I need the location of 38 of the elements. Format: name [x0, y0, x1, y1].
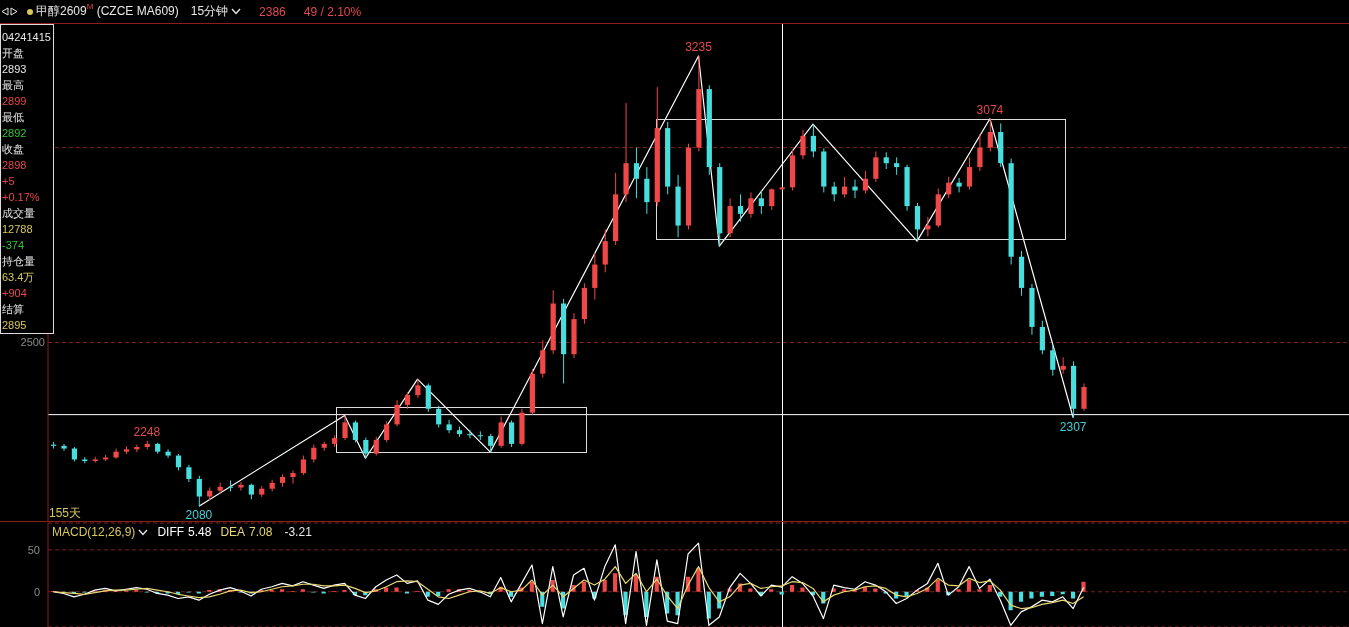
text: 结算 [2, 302, 25, 317]
annotation: 7.08 [249, 525, 273, 539]
ref-line-label: 2500 [20, 336, 45, 349]
text: +904 [2, 286, 28, 301]
text: 2895 [2, 318, 28, 333]
annotation: 5.48 [188, 525, 212, 539]
text: 开盘 [2, 46, 25, 61]
text: 2892 [2, 126, 28, 141]
annotation: -3.21 [284, 525, 312, 539]
text: +5 [2, 174, 16, 189]
chart-title: 甲醇2609$^{M}$ (CZCE MA609) [36, 2, 179, 20]
text: 收盘 [2, 142, 25, 157]
y-tick-label: 0 [33, 585, 40, 598]
text: +0.17% [2, 190, 41, 205]
text: 最低 [2, 110, 25, 125]
text: -374 [2, 238, 26, 253]
text: 2899 [2, 94, 28, 109]
text: 49 / 2.10% [303, 4, 362, 19]
chart-subtitle: 15分钟 [190, 3, 229, 20]
y-tick-label: 50 [27, 543, 40, 556]
text: DEA [220, 525, 246, 539]
chart-title: MACD(12,26,9) [52, 525, 136, 539]
text: 2893 [2, 62, 28, 77]
annotation: 3235 [685, 39, 713, 54]
text: 2386 [259, 4, 286, 19]
text: 最高 [2, 78, 25, 93]
text: 成交量 [2, 206, 36, 221]
text: 12788 [2, 222, 34, 237]
annotation: 2307 [1059, 419, 1087, 434]
annotation: 2248 [133, 424, 161, 439]
annotation: 3074 [976, 102, 1004, 117]
text: 04241415 [2, 30, 52, 45]
annotation: 155天 [49, 505, 82, 522]
text: DIFF [157, 525, 185, 539]
text: 2898 [2, 158, 28, 173]
text: 持仓量 [2, 254, 36, 269]
text: 63.4万 [2, 270, 36, 285]
annotation: 2080 [185, 508, 213, 523]
